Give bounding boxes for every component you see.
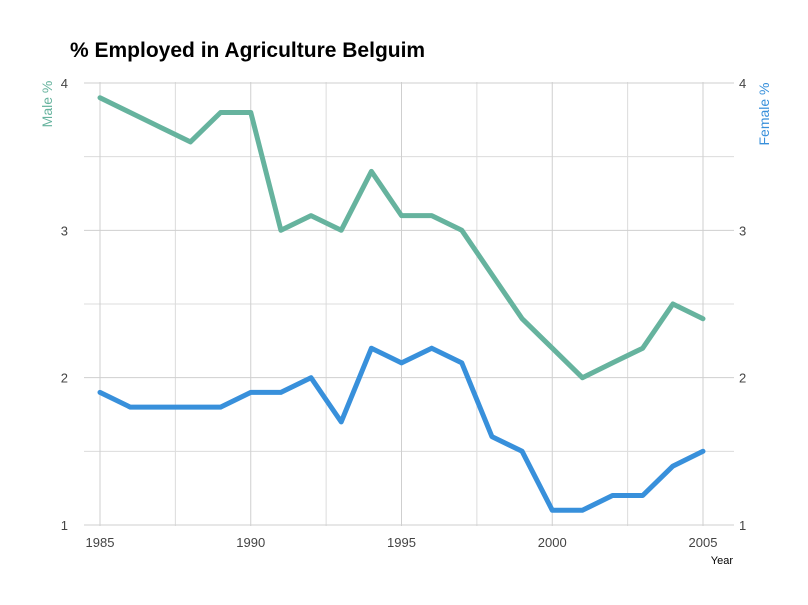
x-tick-label: 1985	[86, 535, 115, 550]
y-tick-label-right: 2	[739, 371, 746, 386]
y-axis-right-title: Female %	[756, 82, 772, 145]
series-line-male	[97, 95, 706, 381]
x-axis-title: Year	[711, 555, 734, 567]
y-axis-left-title: Male %	[39, 81, 55, 128]
tick-labels: 1985 1990 1995 2000 2005 1 1 2 2 3 3 4 4	[61, 76, 746, 550]
chart-title: % Employed in Agriculture Belguim	[70, 39, 425, 62]
y-tick-label-right: 1	[739, 518, 746, 533]
y-tick-label-right: 4	[739, 76, 746, 91]
series-layer	[97, 95, 706, 513]
series-line-female	[97, 345, 706, 513]
x-tick-label: 2000	[538, 535, 567, 550]
x-tick-label: 1990	[236, 535, 265, 550]
y-tick-label-left: 1	[61, 518, 68, 533]
y-tick-label-left: 3	[61, 223, 68, 238]
x-tick-label: 1995	[387, 535, 416, 550]
grid-lines	[84, 82, 734, 526]
x-tick-label: 2005	[689, 535, 718, 550]
y-tick-label-left: 4	[61, 76, 68, 91]
y-tick-label-left: 2	[61, 371, 68, 386]
y-tick-label-right: 3	[739, 223, 746, 238]
